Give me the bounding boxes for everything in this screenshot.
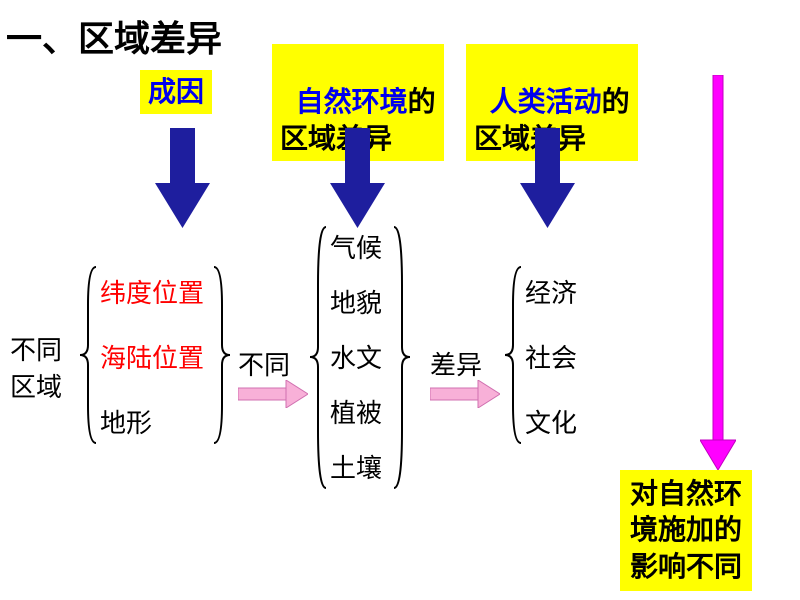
pink-arrow-2 [430, 380, 500, 408]
group2-item-4: 土壤 [330, 455, 382, 481]
group2-item-2: 水文 [330, 345, 382, 371]
header-cause: 成因 [140, 70, 212, 114]
group2-item-1: 地貌 [330, 290, 382, 316]
bracket-2-close [392, 225, 412, 490]
bracket-2-open [308, 225, 328, 490]
group3-item-1: 社会 [525, 345, 577, 371]
blue-arrow-2 [330, 128, 385, 228]
page-title: 一、区域差异 [6, 10, 222, 62]
bracket-1-open [78, 265, 98, 445]
group1-item-1: 海陆位置 [100, 345, 204, 371]
connector-1: 不同 [238, 345, 290, 382]
group1-item-0: 纬度位置 [100, 280, 204, 306]
header-cause-text: 成因 [148, 76, 204, 107]
bracket-1-close [212, 265, 232, 445]
group2-item-3: 植被 [330, 400, 382, 426]
magenta-arrow [700, 75, 736, 470]
header-human-prefix: 人类活动 [490, 86, 602, 117]
bracket-3-open [503, 265, 523, 445]
connector-2: 差异 [430, 345, 482, 382]
header-nature-prefix: 自然环境 [296, 86, 408, 117]
result-box: 对自然环 境施加的 影响不同 [620, 470, 752, 591]
blue-arrow-1 [155, 128, 210, 228]
left-label: 不同 区域 [10, 330, 62, 404]
group3-item-2: 文化 [525, 410, 577, 436]
blue-arrow-3 [520, 128, 575, 228]
group2-item-0: 气候 [330, 235, 382, 261]
group3-item-0: 经济 [525, 280, 577, 306]
pink-arrow-1 [238, 380, 308, 408]
group1-item-2: 地形 [100, 410, 152, 436]
